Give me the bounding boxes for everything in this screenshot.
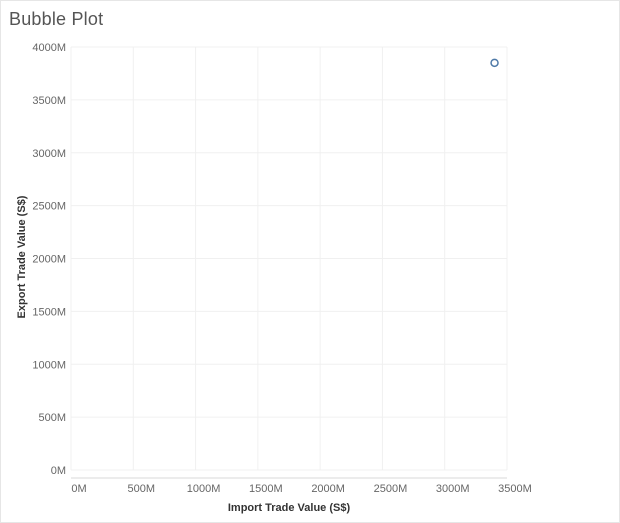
data-points [490,58,499,68]
x-tick-label: 1500M [249,483,283,495]
x-axis-label: Import Trade Value (S$) [228,502,351,514]
data-point[interactable] [490,58,499,68]
y-tick-label: 1000M [32,359,66,371]
x-tick-label: 2500M [374,483,408,495]
x-tick-label: 500M [128,483,156,495]
y-tick-label: 500M [38,412,66,424]
y-tick-label: 2000M [32,254,66,266]
tick-labels: 0M 500M 1000M 1500M 2000M 2500M 3000M 3500M 4000… [32,42,531,495]
y-tick-label: 2500M [32,201,66,213]
grid-lines [70,46,508,471]
y-axis-label: Export Trade Value (S$) [16,195,28,318]
x-tick-label: 3000M [436,483,470,495]
y-tick-label: 0M [51,465,66,477]
y-tick-label: 1500M [32,306,66,318]
x-tick-label: 0M [71,483,86,495]
x-tick-label: 2000M [311,483,345,495]
x-tick-label: 1000M [187,483,221,495]
chart-title: Bubble Plot [9,9,104,29]
y-tick-label: 3000M [32,148,66,160]
x-tick-label: 3500M [498,483,532,495]
y-tick-label: 3500M [32,95,66,107]
y-tick-label: 4000M [32,42,66,54]
